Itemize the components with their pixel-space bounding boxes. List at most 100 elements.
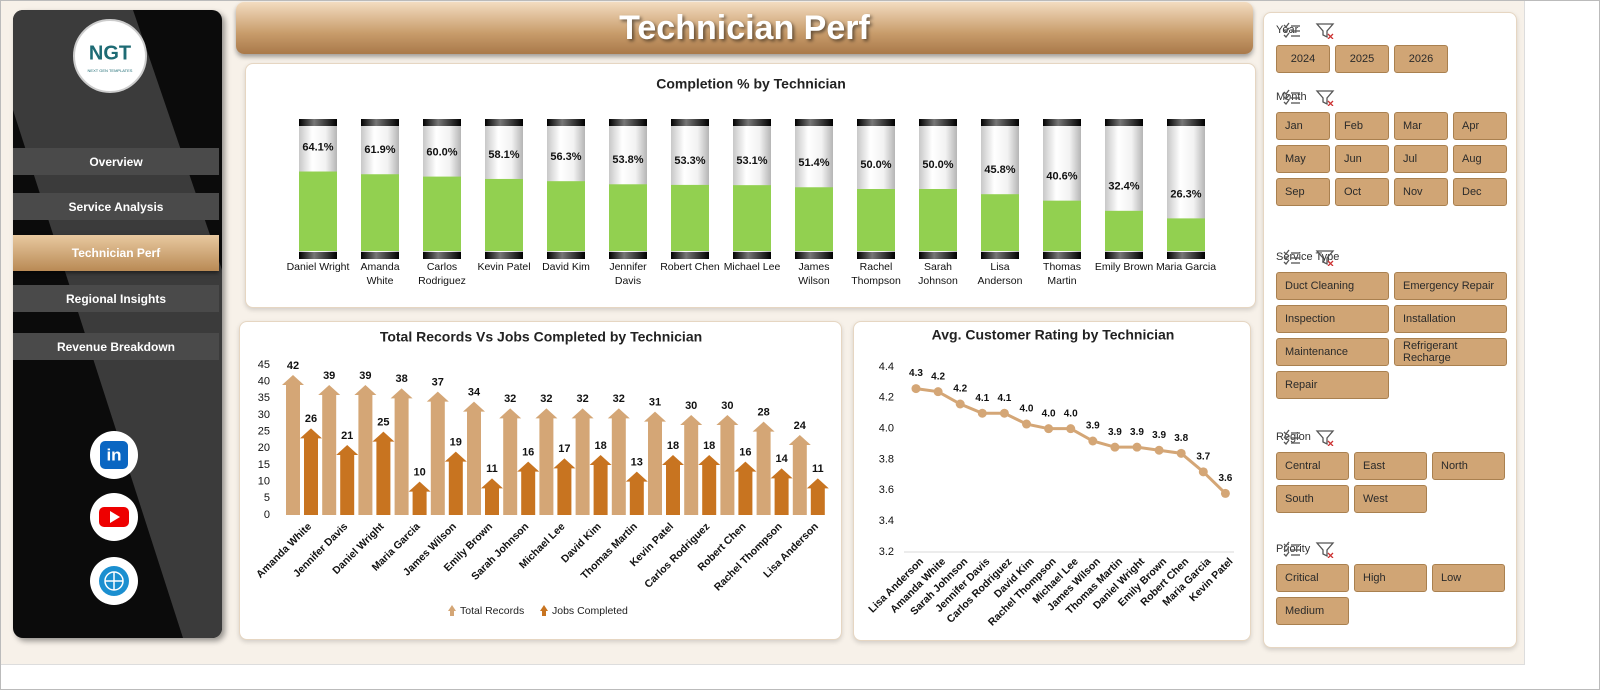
value-label: 32.4% [1108,181,1139,193]
slicer-button[interactable]: Jun [1335,145,1389,173]
header: Technician Perf [236,2,1253,54]
slicer-button[interactable]: Inspection [1276,305,1389,333]
slicer-buttons: Critical High Low Medium [1276,564,1510,625]
slicer-button[interactable]: Medium [1276,597,1349,625]
value-label: 18 [594,440,606,452]
bar [857,189,895,251]
slicer-icons[interactable] [1276,21,1336,39]
x-tick-label-box: Amanda White [360,261,399,287]
slicer-title: Region [1276,431,1311,443]
nav-item[interactable]: Overview [13,148,219,175]
x-tick-label-box: David Kim [542,261,590,273]
slicer-icons[interactable] [1276,88,1336,106]
bar [390,388,413,515]
bar [299,171,337,251]
slicer-button[interactable]: Apr [1453,112,1507,140]
slicer-icons[interactable] [1276,248,1336,266]
point [1066,424,1076,434]
slicer-button[interactable]: South [1276,485,1349,513]
value-label: 30 [721,400,733,412]
y-tick-label: 3.2 [879,546,894,558]
value-label: 4.3 [909,368,923,379]
y-tick-label: 40 [258,376,270,388]
bar-cap [1043,119,1081,126]
slicer-buttons: Duct Cleaning Emergency Repair Inspection I… [1276,272,1510,399]
bar [553,458,576,515]
legend-swatch [540,605,548,616]
slicer-button[interactable]: Nov [1394,178,1448,206]
slicer-button[interactable]: Oct [1335,178,1389,206]
bar-cap [919,119,957,126]
bar-cap [1043,252,1081,259]
slicer-button[interactable]: 2026 [1394,45,1448,73]
x-tick-label-box: Emily Brown [1095,261,1153,273]
slicer-button[interactable]: May [1276,145,1330,173]
slicer-button[interactable]: Repair [1276,371,1389,399]
slicer-button[interactable]: Duct Cleaning [1276,272,1389,300]
value-label: 25 [377,417,389,429]
bar-cap [423,119,461,126]
slicer-button[interactable]: East [1354,452,1427,480]
bar [734,461,757,515]
point [999,408,1009,418]
bar-cap [485,119,523,126]
value-label: 24 [794,420,807,432]
bar [372,431,395,515]
youtube-icon[interactable] [90,493,138,541]
slicer-icons[interactable] [1276,428,1336,446]
point [955,399,965,409]
bar-cap [981,252,1019,259]
nav-item[interactable]: Revenue Breakdown [13,333,219,360]
web-icon[interactable] [90,557,138,605]
slicer-button[interactable]: Critical [1276,564,1349,592]
nav-item[interactable]: Service Analysis [13,193,219,220]
slicer-button[interactable]: 2025 [1335,45,1389,73]
slicer-title: Priority [1276,543,1311,555]
point [933,387,943,397]
value-label: 39 [323,370,335,382]
bar-cap [547,252,585,259]
value-label: 17 [558,443,570,455]
slicer-button[interactable]: High [1354,564,1427,592]
bar [698,455,721,515]
slicer-button[interactable]: Aug [1453,145,1507,173]
value-label: 4.2 [953,384,967,395]
nav-item[interactable]: Regional Insights [13,285,219,312]
slicer-button[interactable]: Jan [1276,112,1330,140]
logo-subtitle: NEXT GEN TEMPLATES [88,68,133,73]
slicer-button[interactable]: Sep [1276,178,1330,206]
slicer-icons[interactable] [1276,540,1336,558]
slicer-button[interactable]: Emergency Repair [1394,272,1507,300]
slicer-button[interactable]: West [1354,485,1427,513]
y-tick-label: 3.6 [879,484,894,496]
linkedin-icon[interactable]: in [90,431,138,479]
slicer-button[interactable]: Central [1276,452,1349,480]
bar-cap [423,252,461,259]
y-tick-label: 25 [258,426,270,438]
slicer-button[interactable]: Installation [1394,305,1507,333]
slicer-button[interactable]: Dec [1453,178,1507,206]
slicer-button[interactable]: North [1432,452,1505,480]
sidebar: NGT NEXT GEN TEMPLATES in Overview Servi… [13,10,222,638]
slicer-button[interactable]: Low [1432,564,1505,592]
logo-title: NGT [89,42,131,64]
slicer-button[interactable]: 2024 [1276,45,1330,73]
bar [547,181,585,251]
slicer-button[interactable]: Jul [1394,145,1448,173]
slicer-button[interactable]: Refrigerant Recharge [1394,338,1507,366]
slicer-header: Service Type [1276,248,1510,266]
slicer-button[interactable]: Feb [1335,112,1389,140]
nav-item-active[interactable]: Technician Perf [13,235,219,271]
x-tick-label: Maria Garcia [1155,261,1217,273]
bar [680,415,703,515]
slicer-button[interactable]: Maintenance [1276,338,1389,366]
x-tick-label: Rachel Thompson [712,521,785,594]
value-label: 56.3% [550,151,581,163]
slicer: Priority Critical High Low Medium [1276,540,1510,625]
x-tick-label-box: Kevin Patel [477,261,530,273]
point [1022,419,1031,429]
bar-cap [671,119,709,126]
slicer-header: Region [1276,428,1510,446]
slicer-button[interactable]: Mar [1394,112,1448,140]
